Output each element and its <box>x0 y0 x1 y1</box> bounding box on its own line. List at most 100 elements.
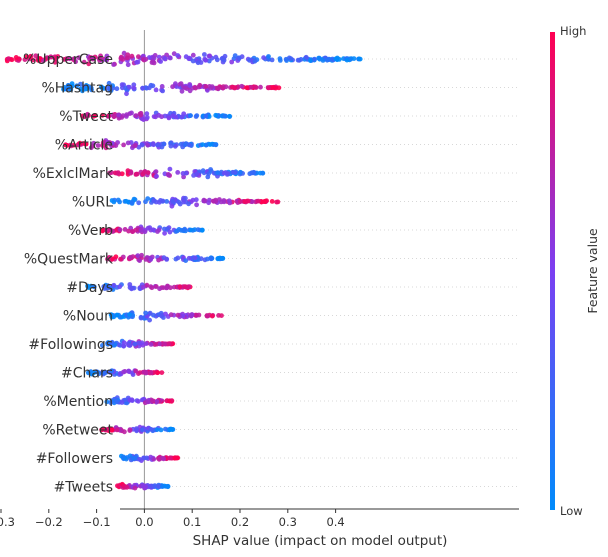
shap-point <box>167 455 173 461</box>
shap-point <box>143 484 149 490</box>
shap-point <box>222 53 228 59</box>
shap-point <box>100 112 105 118</box>
shap-point <box>148 370 154 375</box>
shap-point <box>136 200 142 206</box>
shap-point <box>144 455 150 461</box>
shap-point <box>252 58 258 64</box>
shap-point <box>221 199 227 205</box>
shap-point <box>192 84 198 90</box>
feature-label: %Tweet <box>59 109 113 125</box>
shap-point <box>195 60 201 66</box>
shap-point <box>194 113 200 118</box>
shap-point <box>208 167 214 172</box>
shap-point <box>163 311 168 317</box>
feature-labels: %UpperCase %Hashtag %Tweet %Article %ExlclMa… <box>23 52 114 496</box>
shap-point <box>159 84 165 89</box>
feature-label: %Verb <box>68 223 113 239</box>
shap-point <box>104 53 110 59</box>
shap-point <box>85 111 90 117</box>
shap-point <box>170 113 176 119</box>
shap-point <box>111 114 117 119</box>
shap-point <box>77 140 83 146</box>
shap-point <box>117 227 123 233</box>
shap-point <box>186 201 192 207</box>
shap-point <box>124 55 130 61</box>
shap-point <box>95 369 101 375</box>
shap-point <box>226 198 232 204</box>
shap-point <box>121 142 126 148</box>
shap-point <box>115 483 120 489</box>
shap-point <box>194 171 200 177</box>
shap-point <box>298 57 304 62</box>
shap-point <box>161 285 166 290</box>
shap-point <box>220 85 226 91</box>
shap-point <box>190 58 196 64</box>
shap-points <box>4 50 363 491</box>
shap-point <box>143 310 149 316</box>
shap-point <box>183 170 189 176</box>
shap-point <box>90 56 96 62</box>
shap-point <box>95 143 101 148</box>
shap-point <box>122 227 128 232</box>
shap-point <box>182 85 188 91</box>
shap-point <box>109 339 115 345</box>
shap-point <box>125 140 131 146</box>
shap-point <box>173 81 178 87</box>
shap-point <box>154 399 160 404</box>
feature-label: #Followings <box>28 337 113 353</box>
shap-point <box>236 56 242 61</box>
shap-point <box>206 200 212 206</box>
shap-point <box>182 284 188 290</box>
shap-point <box>36 58 41 63</box>
shap-point <box>182 226 188 232</box>
shap-point <box>144 115 150 120</box>
shap-point <box>136 144 142 150</box>
shap-point <box>179 88 185 94</box>
shap-point <box>153 87 159 93</box>
shap-point <box>121 343 126 349</box>
shap-point <box>114 399 120 405</box>
shap-point <box>91 284 96 289</box>
shap-point <box>143 370 149 375</box>
shap-point <box>138 314 144 320</box>
shap-point <box>103 145 109 151</box>
shap-point <box>138 227 144 233</box>
shap-point <box>148 257 154 262</box>
shap-point <box>148 427 154 432</box>
shap-point <box>152 483 158 488</box>
shap-point <box>162 230 168 236</box>
shap-point <box>151 55 157 61</box>
shap-point <box>115 170 121 176</box>
shap-point <box>156 54 162 60</box>
feature-label: %URL <box>72 195 113 211</box>
shap-point <box>134 426 139 431</box>
shap-point <box>127 254 133 260</box>
shap-point <box>13 55 19 60</box>
shap-point <box>251 169 257 175</box>
feature-label: %ExlclMark <box>33 166 114 182</box>
shap-point <box>176 199 182 205</box>
shap-point <box>167 166 173 172</box>
shap-point <box>190 52 196 58</box>
shap-point <box>142 229 148 235</box>
shap-point <box>84 86 90 91</box>
shap-point <box>139 252 145 258</box>
shap-point <box>194 202 200 208</box>
shap-point <box>99 228 105 234</box>
shap-point <box>153 169 159 175</box>
shap-point <box>160 88 166 94</box>
shap-point <box>158 427 164 433</box>
x-ticks: −0.3 −0.2 −0.1 0.0 0.1 0.2 0.3 0.4 <box>0 509 345 529</box>
shap-point <box>175 170 181 175</box>
shap-point <box>103 57 109 63</box>
shap-point <box>90 114 96 119</box>
shap-point <box>195 227 201 233</box>
shap-point <box>103 228 109 233</box>
shap-point <box>303 54 309 60</box>
shap-point <box>213 112 219 118</box>
shap-point <box>103 370 109 375</box>
shap-point <box>116 112 122 118</box>
shap-point <box>123 198 129 204</box>
shap-point <box>157 286 163 292</box>
shap-point <box>121 50 127 56</box>
